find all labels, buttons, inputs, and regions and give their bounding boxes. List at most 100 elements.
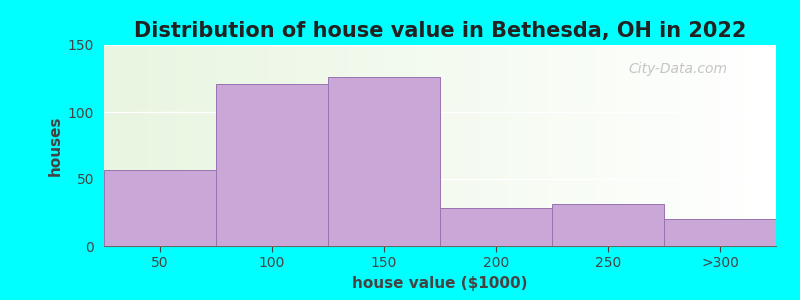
Bar — [719, 45, 722, 246]
Bar — [245, 45, 249, 246]
Bar — [295, 45, 299, 246]
Bar — [104, 45, 107, 246]
Bar — [658, 45, 662, 246]
Bar — [171, 45, 174, 246]
Bar — [470, 45, 474, 246]
Bar — [709, 45, 712, 246]
Bar — [218, 45, 222, 246]
Bar — [749, 45, 753, 246]
Bar — [759, 45, 762, 246]
Bar — [494, 45, 497, 246]
Bar — [138, 45, 141, 246]
Bar — [440, 45, 443, 246]
Bar — [521, 45, 524, 246]
Bar — [329, 45, 333, 246]
Bar — [161, 45, 165, 246]
Bar — [591, 45, 594, 246]
Bar — [178, 45, 182, 246]
Bar — [588, 45, 591, 246]
Bar — [216, 84, 328, 246]
Bar — [282, 45, 286, 246]
Bar — [662, 45, 665, 246]
Bar — [698, 45, 702, 246]
Bar — [309, 45, 312, 246]
Bar — [534, 45, 538, 246]
Bar — [689, 45, 692, 246]
Bar — [645, 45, 648, 246]
Bar — [194, 45, 198, 246]
Bar — [151, 45, 154, 246]
Bar — [269, 45, 272, 246]
Bar — [148, 45, 151, 246]
Bar — [258, 45, 262, 246]
Bar — [168, 45, 171, 246]
Bar — [342, 45, 346, 246]
Bar — [174, 45, 178, 246]
Bar — [232, 45, 235, 246]
Bar — [225, 45, 228, 246]
Bar — [121, 45, 124, 246]
Bar — [608, 45, 611, 246]
Bar — [370, 45, 373, 246]
Bar — [417, 45, 420, 246]
Bar — [726, 45, 729, 246]
Bar — [289, 45, 292, 246]
Bar — [732, 45, 736, 246]
Bar — [552, 205, 664, 246]
Bar — [182, 45, 185, 246]
Bar — [571, 45, 574, 246]
Bar — [773, 45, 776, 246]
Bar — [403, 45, 406, 246]
Bar — [628, 45, 631, 246]
Bar — [393, 45, 396, 246]
Bar — [272, 45, 275, 246]
Bar — [578, 45, 581, 246]
Bar — [581, 45, 585, 246]
Bar — [487, 45, 490, 246]
Bar — [440, 208, 552, 246]
Bar — [594, 45, 598, 246]
Bar — [538, 45, 541, 246]
Bar — [602, 45, 605, 246]
Bar — [527, 45, 530, 246]
Bar — [722, 45, 726, 246]
Bar — [158, 45, 161, 246]
Bar — [262, 45, 266, 246]
Bar — [585, 45, 588, 246]
Bar — [326, 45, 329, 246]
Bar — [339, 45, 342, 246]
Bar — [104, 169, 216, 246]
Bar — [410, 45, 413, 246]
Bar — [328, 77, 440, 246]
Bar — [127, 45, 131, 246]
Bar — [383, 45, 386, 246]
Bar — [278, 45, 282, 246]
Bar — [742, 45, 746, 246]
Bar — [638, 45, 642, 246]
Bar — [406, 45, 410, 246]
Bar — [376, 45, 379, 246]
Bar — [625, 45, 628, 246]
Bar — [715, 45, 719, 246]
Bar — [702, 45, 706, 246]
Bar — [366, 45, 370, 246]
Bar — [333, 45, 336, 246]
Bar — [598, 45, 602, 246]
Bar — [238, 45, 242, 246]
Bar — [222, 45, 225, 246]
Bar — [198, 45, 202, 246]
Bar — [191, 45, 194, 246]
Bar — [729, 45, 732, 246]
Bar — [396, 45, 400, 246]
Y-axis label: houses: houses — [47, 115, 62, 176]
Bar — [266, 45, 269, 246]
Bar — [353, 45, 356, 246]
Bar — [561, 45, 564, 246]
Bar — [614, 45, 618, 246]
Bar — [400, 45, 403, 246]
Bar — [558, 45, 561, 246]
Bar — [443, 45, 446, 246]
Bar — [544, 45, 547, 246]
Bar — [762, 45, 766, 246]
Bar — [252, 45, 255, 246]
